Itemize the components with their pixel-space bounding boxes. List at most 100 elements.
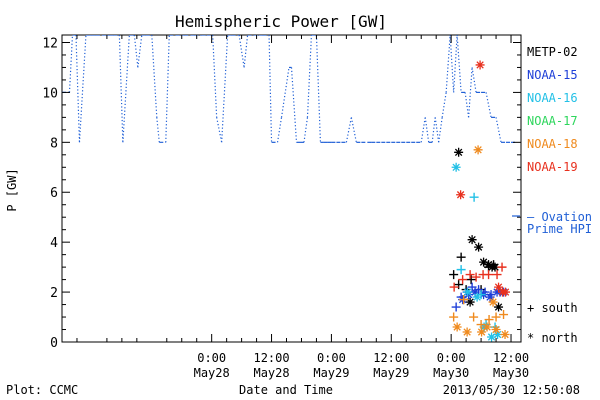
- legend-entry-metp-02: METP-02: [527, 45, 578, 59]
- ovation-line-segment: [449, 35, 455, 93]
- ovation-line-segment: [350, 117, 357, 143]
- north-point-marker: [464, 290, 474, 300]
- north-point-marker: [490, 262, 500, 272]
- y-tick-label: 12: [42, 36, 58, 51]
- south-point-marker: [449, 282, 459, 292]
- footer-credit: Plot: CCMC: [6, 383, 78, 397]
- ovation-line: [62, 35, 517, 143]
- ovation-line-segment: [78, 35, 87, 143]
- footer-timestamp: 2013/05/30 12:50:08: [443, 383, 580, 397]
- south-point-marker: [449, 270, 459, 280]
- legend: METP-02 NOAA-15 NOAA-16 NOAA-17 NOAA-18 NOAA-…: [512, 45, 592, 345]
- legend-entry-noaa-16: NOAA-16: [527, 91, 578, 105]
- north-point-marker: [454, 147, 464, 157]
- south-point-marker: [449, 312, 459, 322]
- legend-model-line1: — Ovation: [527, 210, 592, 224]
- series-noaa-16: [451, 162, 503, 342]
- south-point-marker: [456, 265, 466, 275]
- north-point-marker: [452, 322, 462, 332]
- north-point-marker: [494, 282, 504, 292]
- x-axis-label: Date and Time: [239, 383, 333, 397]
- y-tick-label: 4: [50, 236, 58, 251]
- ovation-line-segment: [137, 35, 143, 68]
- x-tick-label-time: 12:00: [493, 351, 529, 365]
- north-point-marker: [501, 287, 511, 297]
- plot-frame: [61, 34, 522, 343]
- north-point-marker: [462, 327, 472, 337]
- ovation-line-segment: [453, 35, 458, 93]
- ovation-line-segment: [156, 117, 160, 143]
- x-tick-label-time: 0:00: [317, 351, 346, 365]
- north-point-marker: [467, 235, 477, 245]
- north-point-marker: [487, 332, 497, 342]
- ovation-line-segment: [238, 35, 245, 68]
- x-tick-label-date: May29: [373, 366, 409, 380]
- north-point-marker: [484, 260, 494, 270]
- legend-entry-noaa-15: NOAA-15: [527, 68, 578, 82]
- north-point-marker: [463, 287, 473, 297]
- y-tick-label: 6: [50, 186, 58, 201]
- south-point-marker: [467, 282, 477, 292]
- series-noaa-18: [449, 145, 510, 340]
- north-point-marker: [451, 162, 461, 172]
- ovation-line-segment: [438, 117, 443, 143]
- north-point-marker: [472, 292, 482, 302]
- x-tick-label-date: May28: [194, 366, 230, 380]
- ovation-line-segment: [118, 35, 124, 143]
- north-point-marker: [477, 327, 487, 337]
- north-point-marker: [473, 145, 483, 155]
- ovation-line-segment: [471, 67, 477, 93]
- ovation-line-segment: [441, 92, 447, 118]
- south-point-marker: [469, 312, 479, 322]
- ovation-line-segment: [485, 92, 492, 118]
- north-point-marker: [456, 190, 466, 200]
- legend-entry-noaa-17: NOAA-17: [527, 114, 578, 128]
- south-point-marker: [459, 295, 469, 305]
- x-tick-label-time: 0:00: [437, 351, 466, 365]
- south-point-marker: [492, 270, 502, 280]
- ovation-line-segment: [315, 35, 322, 143]
- legend-north-symbol: * north: [527, 331, 578, 345]
- y-tick-label: 2: [50, 286, 58, 301]
- y-tick-label: 8: [50, 136, 58, 151]
- ovation-line-segment: [431, 117, 436, 143]
- north-point-marker: [479, 257, 489, 267]
- x-tick-label-time: 12:00: [373, 351, 409, 365]
- legend-south-symbol: + south: [527, 301, 578, 315]
- ovation-line-segment: [306, 35, 313, 118]
- plot-area: [61, 34, 522, 343]
- north-point-marker: [500, 330, 510, 340]
- y-axis: 0 2 4 6 8 10 12: [42, 36, 521, 351]
- legend-model-line2: Prime HPI: [527, 222, 592, 236]
- ovation-line-segment: [345, 117, 352, 143]
- ovation-line-segment: [151, 35, 158, 118]
- north-point-marker: [474, 242, 484, 252]
- y-tick-label: 0: [50, 336, 58, 351]
- x-tick-label-time: 12:00: [253, 351, 289, 365]
- north-point-marker: [465, 297, 475, 307]
- x-tick-label-date: May30: [433, 366, 469, 380]
- south-point-marker: [465, 270, 475, 280]
- ovation-line-segment: [424, 117, 430, 143]
- chart-title: Hemispheric Power [GW]: [175, 12, 387, 31]
- south-point-marker: [471, 272, 481, 282]
- ovation-line-segment: [212, 35, 218, 118]
- y-tick-label: 10: [42, 86, 58, 101]
- ovation-line-segment: [456, 35, 462, 93]
- south-point-marker: [456, 252, 466, 262]
- ovation-line-segment: [165, 35, 170, 143]
- north-point-marker: [491, 325, 501, 335]
- south-point-marker: [491, 312, 501, 322]
- legend-entry-noaa-19: NOAA-19: [527, 160, 578, 174]
- x-axis: 0:00May2812:00May280:00May2912:00May290:…: [61, 35, 529, 380]
- south-point-marker: [451, 302, 461, 312]
- ovation-line-segment: [276, 117, 283, 143]
- ovation-line-segment: [290, 67, 298, 143]
- ovation-line-segment: [468, 67, 473, 118]
- north-point-marker: [492, 287, 502, 297]
- north-point-marker: [475, 60, 485, 70]
- south-point-marker: [499, 310, 509, 320]
- south-point-marker: [497, 262, 507, 272]
- ovation-line-segment: [122, 35, 130, 143]
